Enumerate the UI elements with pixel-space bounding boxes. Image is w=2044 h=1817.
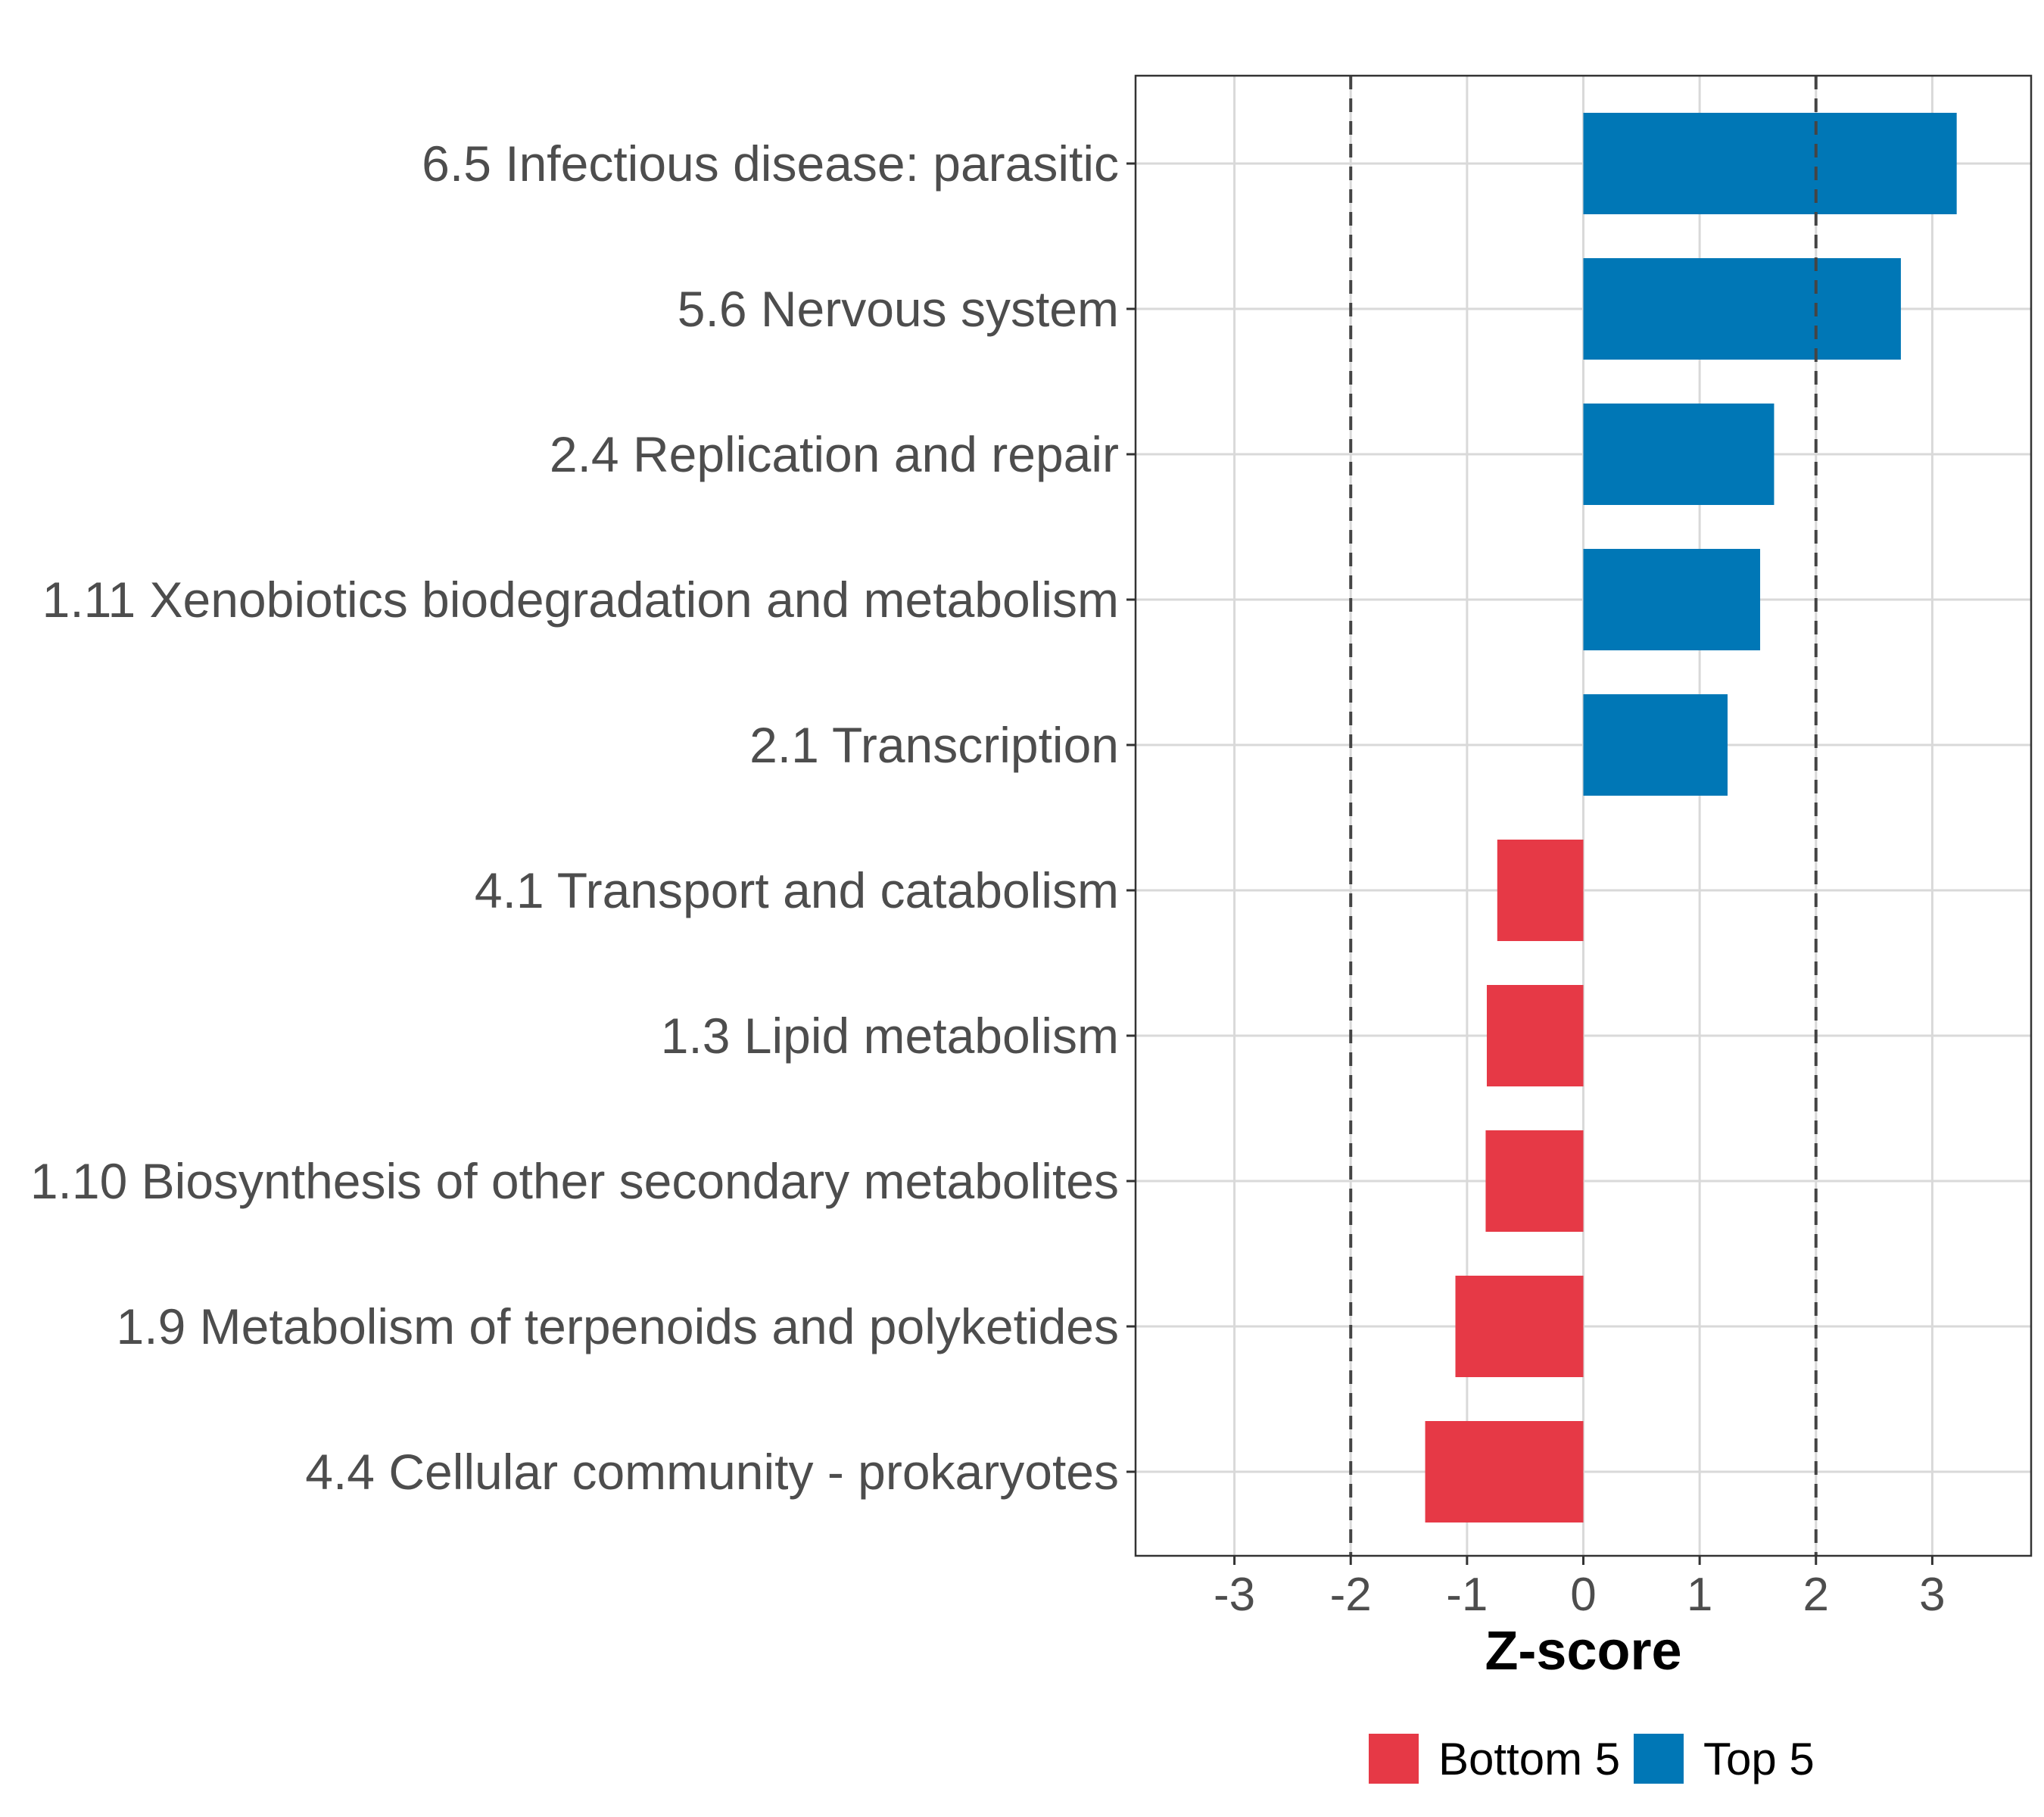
x-tick-label: 2 <box>1803 1569 1829 1621</box>
x-tick-label: 1 <box>1687 1569 1712 1621</box>
bar-8 <box>1485 1130 1584 1232</box>
legend-swatch <box>1369 1734 1419 1784</box>
bar-10 <box>1425 1421 1584 1522</box>
legend-label: Bottom 5 <box>1438 1734 1620 1784</box>
legend-label: Top 5 <box>1703 1734 1815 1784</box>
category-label: 1.11 Xenobiotics biodegradation and meta… <box>42 572 1119 628</box>
x-axis-title: Z-score <box>1485 1621 1681 1681</box>
category-label: 4.1 Transport and catabolism <box>475 862 1119 918</box>
legend: Bottom 5 Top 5 <box>1369 1734 1815 1784</box>
bar-7 <box>1486 985 1584 1086</box>
category-label: 1.9 Metabolism of terpenoids and polyket… <box>117 1298 1119 1354</box>
category-label: 2.1 Transcription <box>749 717 1119 773</box>
category-label: 1.3 Lipid metabolism <box>661 1008 1119 1064</box>
category-label: 6.5 Infectious disease: parasitic <box>422 136 1119 192</box>
x-tick-label: -2 <box>1330 1569 1372 1621</box>
bars <box>1425 113 1957 1522</box>
bar-3 <box>1583 404 1774 505</box>
bar-1 <box>1583 113 1957 214</box>
y-axis: 6.5 Infectious disease: parasitic 5.6 Ner… <box>30 136 1136 1500</box>
bar-5 <box>1583 694 1728 796</box>
bar-4 <box>1583 549 1761 650</box>
x-tick-label: 0 <box>1570 1569 1596 1621</box>
x-axis: -3 -2 -1 0 1 2 3 <box>1214 1556 1946 1621</box>
bar-9 <box>1455 1276 1584 1377</box>
legend-swatch <box>1634 1734 1684 1784</box>
reference-lines <box>1349 76 1818 1556</box>
category-label: 2.4 Replication and repair <box>550 426 1119 482</box>
bar-2 <box>1583 258 1901 360</box>
x-tick-label: -1 <box>1446 1569 1488 1621</box>
bar-6 <box>1497 840 1584 941</box>
category-label: 4.4 Cellular community - prokaryotes <box>305 1444 1119 1500</box>
category-label: 5.6 Nervous system <box>678 281 1119 337</box>
x-tick-label: 3 <box>1919 1569 1945 1621</box>
category-label: 1.10 Biosynthesis of other secondary met… <box>30 1153 1119 1209</box>
x-tick-label: -3 <box>1214 1569 1255 1621</box>
